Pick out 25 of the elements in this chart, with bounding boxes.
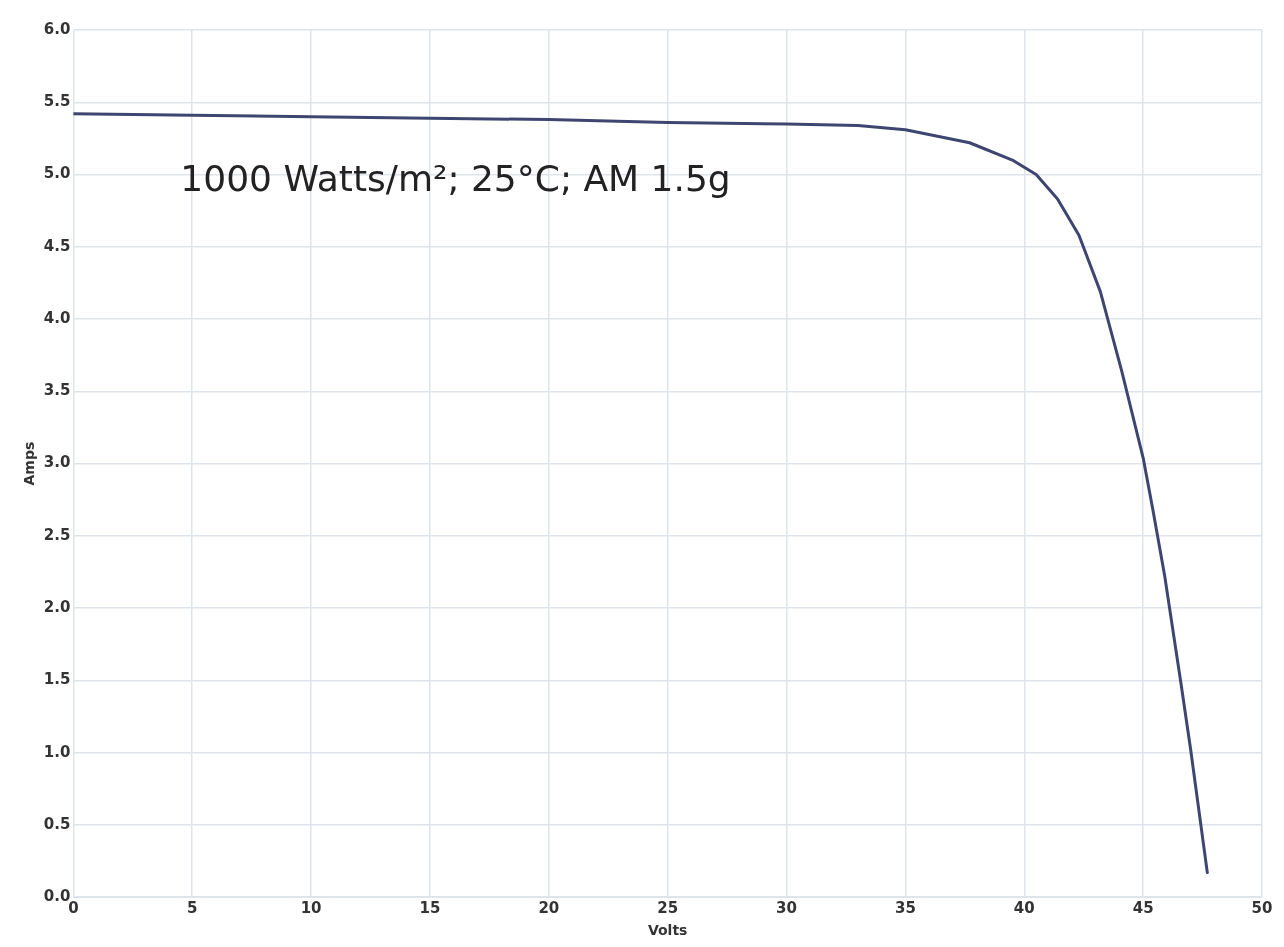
y-tick-label: 2.0 xyxy=(43,598,71,617)
y-tick-label: 6.0 xyxy=(43,19,71,38)
x-tick-label: 10 xyxy=(300,899,322,918)
y-tick-label: 2.5 xyxy=(43,525,71,544)
x-tick-label: 35 xyxy=(894,899,916,918)
y-axis-title: Amps xyxy=(21,441,38,486)
y-tick-label: 4.0 xyxy=(43,308,71,327)
y-tick-label: 1.0 xyxy=(43,742,71,761)
x-tick-label: 25 xyxy=(657,899,679,918)
x-tick-label: 5 xyxy=(187,899,198,918)
x-tick-label: 30 xyxy=(776,899,797,918)
annotation: 1000 Watts/m²; 25°C; AM 1.5g xyxy=(180,158,731,200)
x-axis-title: Volts xyxy=(647,922,688,939)
y-tick-label: 0.5 xyxy=(43,814,71,833)
y-tick-label: 3.5 xyxy=(43,381,71,400)
x-tick-label: 50 xyxy=(1251,899,1273,918)
y-tick-label: 5.5 xyxy=(43,92,71,111)
y-tick-label: 4.5 xyxy=(43,236,71,255)
y-tick-label: 3.0 xyxy=(43,453,71,472)
x-tick-label: 20 xyxy=(538,899,560,918)
y-tick-label: 1.5 xyxy=(43,670,71,689)
x-tick-label: 40 xyxy=(1013,899,1035,918)
x-tick-label: 15 xyxy=(419,899,441,918)
x-tick-label: 45 xyxy=(1132,899,1154,918)
y-tick-label: 5.0 xyxy=(43,164,71,183)
